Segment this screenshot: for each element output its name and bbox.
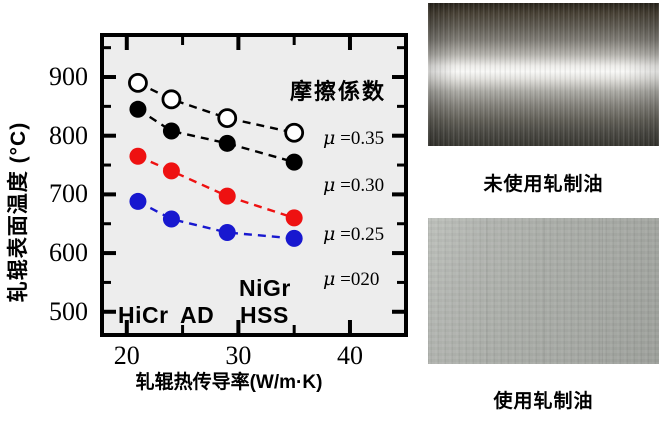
plot-area: 摩擦係数 μ =0.35 μ =0.30 μ =0.25 μ =020 HiCr AD HS… [100,33,408,337]
legend-label-mu-0.30: μ =0.30 [323,174,385,196]
y-tick-label-900: 900 [49,62,88,91]
x-tick-label-20: 20 [113,341,140,370]
temperature-chart: 轧辊表面温度 (°C) 摩擦係数 μ =0.35 μ =0.30 μ =0.25 μ … [7,33,408,393]
material-label-hss: HSS [240,302,289,328]
x-axis-title: 轧辊热传导率(W/m·K) [135,372,323,393]
x-tick-label-30: 30 [225,341,252,370]
legend-title: 摩擦係数 [290,79,387,104]
series-plot [100,33,408,337]
photo-with-oil-caption: 使用轧制油 [493,391,594,412]
metal-surface-image-light [428,218,659,364]
legend-label-mu-0.35: μ =0.35 [323,127,385,149]
material-label-hicr: HiCr [118,302,169,328]
y-axis-title: 轧辊表面温度 (°C) [7,121,30,303]
legend-label-mu-0.20: μ =020 [323,268,380,290]
surface-photos: 未使用轧制油 使用轧制油 [428,0,660,432]
y-tick-label-600: 600 [49,238,88,268]
x-tick-label-40: 40 [336,341,363,370]
material-label-nigr: NiGr [239,275,291,301]
photo-with-oil [428,218,659,364]
y-tick-label-800: 800 [49,120,88,150]
legend-label-mu-0.25: μ =0.25 [323,223,385,245]
y-tick-label-700: 700 [49,179,88,209]
y-tick-label-500: 500 [49,296,88,326]
photo-without-oil-caption: 未使用轧制油 [483,174,604,195]
photo-without-oil [428,3,659,146]
metal-surface-image-dark [428,3,659,146]
material-label-ad: AD [180,302,215,328]
